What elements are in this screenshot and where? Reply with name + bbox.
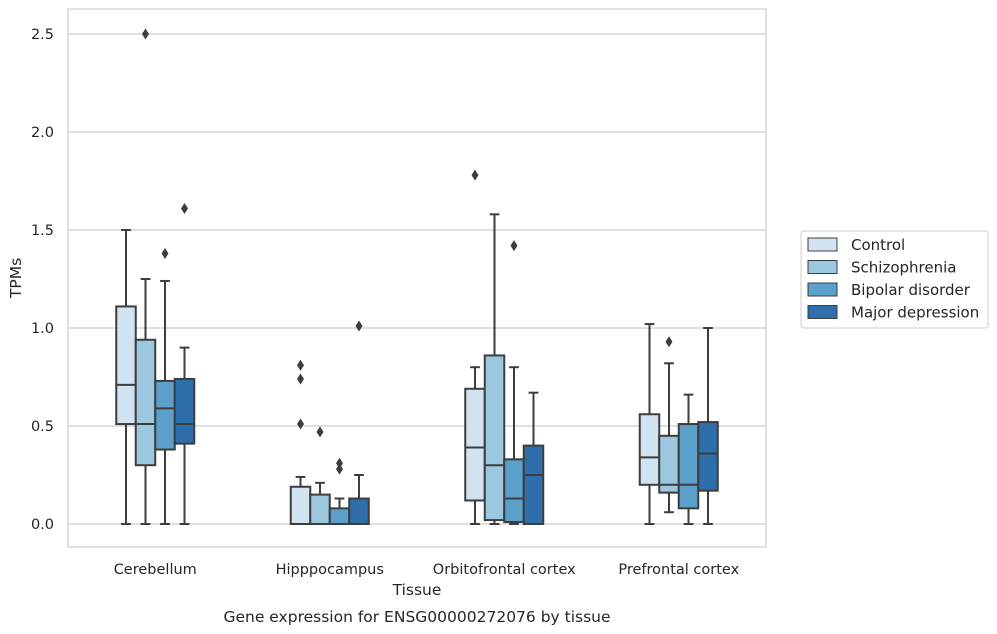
- box-2-2: [503, 240, 525, 525]
- legend-frame: [800, 230, 989, 329]
- outlier-point: [471, 169, 479, 181]
- outlier-point: [297, 359, 304, 371]
- box-body: [522, 444, 545, 526]
- outlier-point: [510, 240, 518, 252]
- box-body: [348, 497, 370, 525]
- legend-label: Bipolar disorder: [851, 281, 971, 299]
- box-body: [328, 507, 351, 526]
- box-0-1: [289, 359, 312, 526]
- x-tick-label: Prefrontal cortex: [618, 562, 739, 578]
- x-axis-ticks: Cerebellum Hipppocampus Orbitofrontal cort…: [114, 562, 740, 578]
- outlier-point: [142, 28, 149, 40]
- outlier-point: [336, 463, 343, 475]
- y-tick-label: 1.5: [31, 223, 54, 239]
- box-body: [289, 485, 312, 526]
- y-axis-ticks: 0.0 0.5 1.0 1.5 2.0 2.5: [31, 27, 54, 533]
- box-2-0: [154, 248, 176, 525]
- outlier-point: [316, 426, 324, 438]
- box-2-1: [328, 457, 351, 526]
- y-axis-title: TPMs: [7, 258, 25, 299]
- y-tick-label: 2.5: [31, 27, 54, 43]
- box-body: [638, 413, 661, 486]
- box-3-0: [173, 202, 196, 525]
- box-body: [464, 387, 486, 502]
- x-axis-title: Tissue: [392, 581, 442, 599]
- box-series: [115, 28, 719, 526]
- y-tick-label: 0.5: [31, 419, 54, 435]
- box-1-1: [309, 426, 331, 526]
- box-1-2: [483, 213, 506, 525]
- outlier-point: [355, 320, 363, 332]
- x-tick-label: Cerebellum: [114, 562, 197, 578]
- legend: Control Schizophrenia Bipolar disorder Majo…: [800, 230, 989, 329]
- y-tick-label: 2.0: [31, 125, 54, 141]
- box-3-1: [348, 320, 370, 525]
- box-body: [134, 338, 157, 467]
- legend-swatch: [807, 282, 838, 297]
- box-3-2: [522, 391, 545, 526]
- x-tick-label: Orbitofrontal cortex: [433, 562, 576, 578]
- box-body: [697, 421, 719, 492]
- box-body: [309, 493, 331, 526]
- outlier-point: [665, 336, 673, 348]
- box-body: [503, 458, 525, 524]
- outlier-point: [336, 457, 343, 469]
- box-0-3: [638, 323, 661, 525]
- box-body: [173, 377, 196, 445]
- y-tick-label: 0.0: [31, 517, 54, 533]
- outlier-point: [297, 418, 304, 430]
- outlier-point: [161, 248, 169, 260]
- box-3-3: [697, 327, 719, 525]
- box-1-3: [658, 336, 680, 514]
- legend-label: Major depression: [851, 304, 979, 322]
- legend-swatch: [807, 237, 838, 252]
- chart-caption: Gene expression for ENSG00000272076 by t…: [223, 608, 610, 626]
- legend-swatch: [807, 260, 838, 274]
- box-body: [483, 354, 506, 522]
- box-body: [677, 423, 700, 510]
- box-body: [115, 305, 137, 426]
- legend-label: Control: [851, 236, 905, 254]
- outlier-point: [297, 373, 304, 385]
- legend-label: Schizophrenia: [851, 259, 956, 277]
- box-body: [154, 379, 176, 451]
- legend-swatch: [807, 305, 838, 319]
- y-tick-label: 1.0: [31, 321, 54, 337]
- x-tick-label: Hipppocampus: [276, 562, 384, 578]
- outlier-point: [181, 202, 188, 214]
